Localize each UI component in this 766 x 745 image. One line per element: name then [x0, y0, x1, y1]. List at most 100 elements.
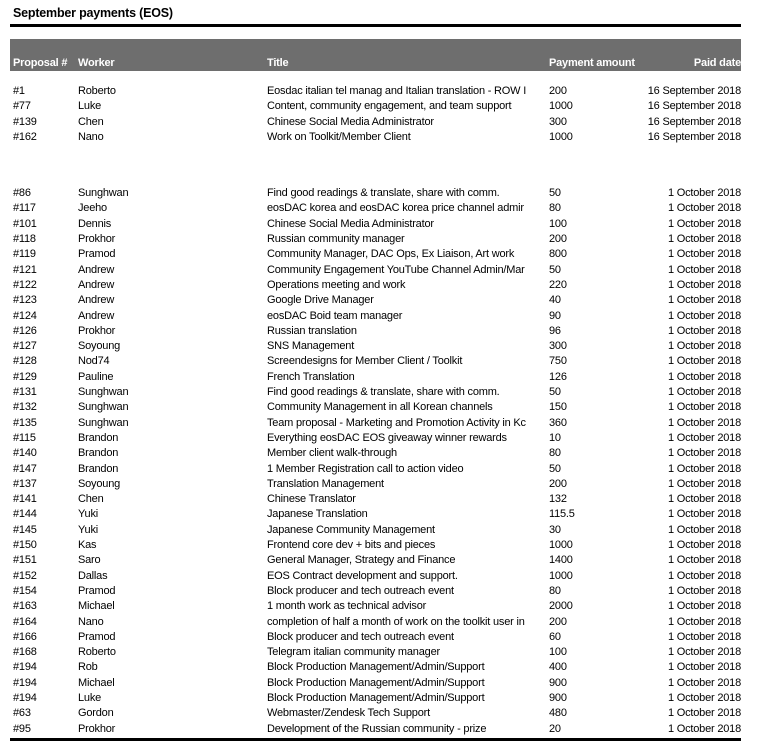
- cell-payment-amount: 800: [549, 248, 567, 261]
- cell-worker: Dennis: [78, 217, 112, 230]
- cell-worker: Andrew: [78, 309, 115, 322]
- cell-title: SNS Management: [267, 340, 355, 353]
- cell-worker: Roberto: [78, 646, 116, 659]
- cell-proposal-number: #168: [13, 646, 37, 659]
- cell-title: Block Production Management/Admin/Suppor…: [267, 676, 485, 689]
- bottom-rule: [10, 737, 741, 741]
- column-header-proposal-number: Proposal #: [13, 56, 68, 69]
- cell-worker: Sunghwan: [78, 401, 129, 414]
- cell-title: completion of half a month of work on th…: [267, 615, 525, 628]
- cell-payment-amount: 1000: [549, 539, 573, 552]
- cell-proposal-number: #86: [13, 187, 31, 200]
- cell-proposal-number: #77: [13, 100, 31, 113]
- cell-payment-amount: 1000: [549, 569, 573, 582]
- column-header-payment-amount: Payment amount: [549, 56, 635, 69]
- table-row: #194 Rob Block Production Management/Adm…: [10, 660, 741, 675]
- cell-payment-amount: 80: [549, 447, 561, 460]
- cell-payment-amount: 220: [549, 278, 567, 291]
- cell-paid-date: 1 October 2018: [667, 569, 741, 582]
- table-row: #166 Pramod Block producer and tech outr…: [10, 630, 741, 645]
- table-row: #122 Andrew Operations meeting and work …: [10, 278, 741, 293]
- cell-payment-amount: 1400: [549, 554, 573, 567]
- cell-paid-date: 1 October 2018: [667, 600, 741, 613]
- cell-worker: Pauline: [78, 370, 114, 383]
- cell-proposal-number: #139: [13, 115, 37, 128]
- table-row: #127 Soyoung SNS Management 300 1 Octobe…: [10, 339, 741, 354]
- table-row: #117 Jeeho eosDAC korea and eosDAC korea…: [10, 201, 741, 216]
- cell-paid-date: 1 October 2018: [667, 477, 741, 490]
- cell-proposal-number: #162: [13, 130, 37, 143]
- cell-worker: Nano: [78, 615, 104, 628]
- cell-title: Member client walk-through: [267, 447, 397, 460]
- cell-title: EOS Contract development and support.: [267, 569, 458, 582]
- cell-paid-date: 1 October 2018: [667, 447, 741, 460]
- cell-worker: Yuki: [78, 508, 98, 521]
- cell-worker: Dallas: [78, 569, 108, 582]
- cell-paid-date: 1 October 2018: [667, 707, 741, 720]
- cell-worker: Prokhor: [78, 324, 116, 337]
- table-row: #151 Saro General Manager, Strategy and …: [10, 553, 741, 568]
- cell-title: Content, community engagement, and team …: [267, 100, 512, 113]
- cell-worker: Pramod: [78, 584, 116, 597]
- table-row: #145 Yuki Japanese Community Management …: [10, 523, 741, 538]
- table-row: #128 Nod74 Screendesigns for Member Clie…: [10, 354, 741, 369]
- column-header-worker: Worker: [78, 56, 115, 69]
- cell-paid-date: 1 October 2018: [667, 355, 741, 368]
- cell-proposal-number: #63: [13, 707, 31, 720]
- cell-worker: Kas: [78, 539, 97, 552]
- cell-payment-amount: 750: [549, 355, 567, 368]
- cell-title: Block producer and tech outreach event: [267, 584, 454, 597]
- cell-paid-date: 1 October 2018: [667, 202, 741, 215]
- table-row: #164 Nano completion of half a month of …: [10, 615, 741, 630]
- cell-worker: Roberto: [78, 85, 116, 97]
- cell-payment-amount: 20: [549, 722, 561, 735]
- cell-payment-amount: 1000: [549, 130, 573, 143]
- cell-worker: Chen: [78, 115, 104, 128]
- cell-worker: Chen: [78, 493, 104, 506]
- cell-proposal-number: #119: [13, 248, 36, 261]
- cell-paid-date: 1 October 2018: [667, 401, 741, 414]
- cell-worker: Pramod: [78, 248, 116, 261]
- cell-paid-date: 1 October 2018: [667, 646, 741, 659]
- cell-paid-date: 16 September 2018: [647, 85, 741, 97]
- cell-proposal-number: #147: [13, 462, 37, 475]
- cell-worker: Luke: [78, 100, 102, 113]
- cell-proposal-number: #121: [13, 263, 37, 276]
- cell-title: Find good readings & translate, share wi…: [267, 187, 500, 200]
- cell-title: Telegram italian community manager: [267, 646, 440, 659]
- cell-title: 1 Member Registration call to action vid…: [267, 462, 464, 475]
- cell-title: Community Management in all Korean chann…: [267, 401, 493, 414]
- cell-proposal-number: #126: [13, 324, 37, 337]
- cell-payment-amount: 300: [549, 340, 567, 353]
- cell-paid-date: 1 October 2018: [667, 278, 741, 291]
- cell-proposal-number: #164: [13, 615, 37, 628]
- cell-payment-amount: 50: [549, 462, 561, 475]
- table-row: #126 Prokhor Russian translation 96 1 Oc…: [10, 324, 741, 339]
- table-row: #139 Chen Chinese Social Media Administr…: [10, 115, 741, 130]
- cell-payment-amount: 900: [549, 676, 567, 689]
- table-header-row: Proposal # Worker Title Payment amount P…: [10, 39, 741, 71]
- cell-title: Development of the Russian community - p…: [267, 722, 487, 735]
- cell-payment-amount: 50: [549, 187, 561, 200]
- cell-worker: Rob: [78, 661, 98, 674]
- table-row: #132 Sunghwan Community Management in al…: [10, 400, 741, 415]
- cell-payment-amount: 100: [549, 646, 567, 659]
- cell-worker: Prokhor: [78, 722, 116, 735]
- cell-paid-date: 1 October 2018: [667, 233, 741, 246]
- column-header-paid-date: Paid date: [693, 56, 741, 69]
- cell-title: Block Production Management/Admin/Suppor…: [267, 691, 485, 704]
- cell-proposal-number: #140: [13, 447, 37, 460]
- cell-worker: Brandon: [78, 462, 119, 475]
- cell-paid-date: 1 October 2018: [667, 554, 741, 567]
- cell-payment-amount: 60: [549, 630, 561, 643]
- cell-paid-date: 16 September 2018: [647, 115, 741, 128]
- cell-worker: Pramod: [78, 630, 116, 643]
- cell-proposal-number: #152: [13, 569, 37, 582]
- cell-proposal-number: #127: [13, 340, 37, 353]
- cell-proposal-number: #118: [13, 233, 36, 246]
- cell-payment-amount: 90: [549, 309, 561, 322]
- table-row: #129 Pauline French Translation 126 1 Oc…: [10, 370, 741, 385]
- cell-title: 1 month work as technical advisor: [267, 600, 427, 613]
- cell-payment-amount: 480: [549, 707, 567, 720]
- cell-payment-amount: 100: [549, 217, 567, 230]
